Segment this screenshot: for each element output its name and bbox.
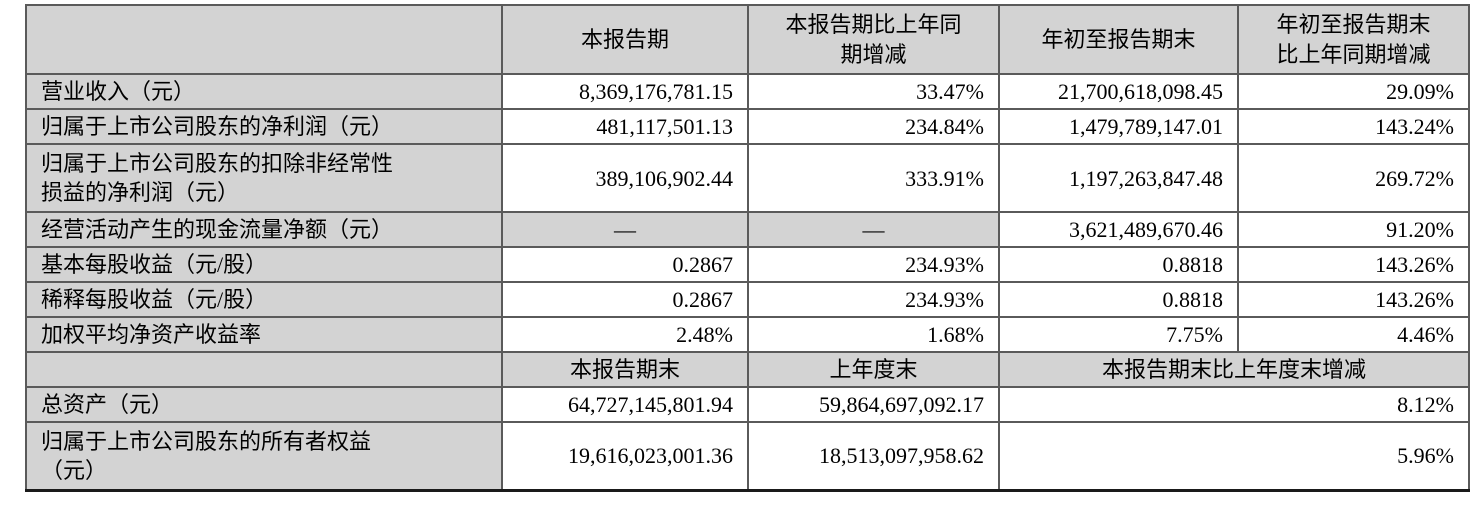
empty-value-cell: — [747,211,1000,249]
value-cell: 7.75% [998,316,1239,354]
column-header-current-period: 本报告期 [501,4,749,75]
value-cell: 8.12% [998,386,1470,424]
value-cell: 481,117,501.13 [501,108,749,146]
financial-summary-table: 本报告期 本报告期比上年同 期增减 年初至报告期末 年初至报告期末 比上年同期增… [25,4,1470,492]
table-row-basic-eps: 基本每股收益（元/股） 0.2867 234.93% 0.8818 143.26… [25,246,1470,284]
value-cell: 389,106,902.44 [501,143,749,214]
value-cell: 18,513,097,958.62 [747,421,1000,492]
value-cell: 91.20% [1237,211,1470,249]
value-cell: 333.91% [747,143,1000,214]
row-label: 基本每股收益（元/股） [25,246,503,284]
value-cell: 269.72% [1237,143,1470,214]
row-label: 营业收入（元） [25,72,503,111]
column-header-current-period-yoy-change: 本报告期比上年同 期增减 [747,4,1000,75]
value-cell: 143.26% [1237,246,1470,284]
table-header-row: 本报告期 本报告期比上年同 期增减 年初至报告期末 年初至报告期末 比上年同期增… [25,4,1470,75]
value-cell: 143.24% [1237,108,1470,146]
row-label: 加权平均净资产收益率 [25,316,503,354]
value-cell: 1,479,789,147.01 [998,108,1239,146]
subheader-blank [25,351,503,389]
value-cell: 0.2867 [501,246,749,284]
value-cell: 21,700,618,098.45 [998,72,1239,111]
table-row-net-profit: 归属于上市公司股东的净利润（元） 481,117,501.13 234.84% … [25,108,1470,146]
table-row-owners-equity: 归属于上市公司股东的所有者权益 （元） 19,616,023,001.36 18… [25,421,1470,492]
empty-value-cell: — [501,211,749,249]
value-cell: 3,621,489,670.46 [998,211,1239,249]
table-row-total-assets: 总资产（元） 64,727,145,801.94 59,864,697,092.… [25,386,1470,424]
column-header-blank [25,4,503,75]
value-cell: 0.8818 [998,246,1239,284]
column-header-ytd-yoy-change: 年初至报告期末 比上年同期增减 [1237,4,1470,75]
value-cell: 4.46% [1237,316,1470,354]
value-cell: 64,727,145,801.94 [501,386,749,424]
value-cell: 234.93% [747,246,1000,284]
table-row-operating-revenue: 营业收入（元） 8,369,176,781.15 33.47% 21,700,6… [25,72,1470,111]
row-label: 总资产（元） [25,386,503,424]
row-label: 经营活动产生的现金流量净额（元） [25,211,503,249]
column-header-ytd: 年初至报告期末 [998,4,1239,75]
value-cell: 0.8818 [998,281,1239,319]
value-cell: 1.68% [747,316,1000,354]
value-cell: 59,864,697,092.17 [747,386,1000,424]
value-cell: 234.84% [747,108,1000,146]
subheader-prior-year-end: 上年度末 [747,351,1000,389]
value-cell: 5.96% [998,421,1470,492]
row-label: 归属于上市公司股东的净利润（元） [25,108,503,146]
value-cell: 19,616,023,001.36 [501,421,749,492]
table-row-weighted-avg-roe: 加权平均净资产收益率 2.48% 1.68% 7.75% 4.46% [25,316,1470,354]
row-label: 稀释每股收益（元/股） [25,281,503,319]
value-cell: 2.48% [501,316,749,354]
subheader-current-period-end: 本报告期末 [501,351,749,389]
value-cell: 1,197,263,847.48 [998,143,1239,214]
table-row-operating-cash-flow: 经营活动产生的现金流量净额（元） — — 3,621,489,670.46 91… [25,211,1470,249]
value-cell: 8,369,176,781.15 [501,72,749,111]
row-label: 归属于上市公司股东的所有者权益 （元） [25,421,503,492]
value-cell: 234.93% [747,281,1000,319]
table-row-diluted-eps: 稀释每股收益（元/股） 0.2867 234.93% 0.8818 143.26… [25,281,1470,319]
subheader-change-vs-prior-year-end: 本报告期末比上年度末增减 [998,351,1470,389]
table-row-net-profit-excl-nonrecurring: 归属于上市公司股东的扣除非经常性 损益的净利润（元） 389,106,902.4… [25,143,1470,214]
value-cell: 0.2867 [501,281,749,319]
value-cell: 33.47% [747,72,1000,111]
value-cell: 29.09% [1237,72,1470,111]
table-subheader-row: 本报告期末 上年度末 本报告期末比上年度末增减 [25,351,1470,389]
row-label: 归属于上市公司股东的扣除非经常性 损益的净利润（元） [25,143,503,214]
value-cell: 143.26% [1237,281,1470,319]
